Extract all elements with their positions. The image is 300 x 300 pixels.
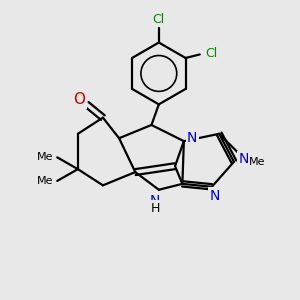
Text: N: N bbox=[149, 194, 160, 208]
Text: N: N bbox=[210, 189, 220, 202]
Text: Me: Me bbox=[37, 176, 54, 186]
Text: H: H bbox=[151, 202, 160, 214]
Text: Cl: Cl bbox=[153, 13, 165, 26]
Text: Me: Me bbox=[37, 152, 54, 162]
Text: O: O bbox=[73, 92, 85, 107]
Text: Cl: Cl bbox=[205, 47, 217, 60]
Text: N: N bbox=[238, 152, 248, 167]
Text: N: N bbox=[187, 130, 197, 145]
Text: Me: Me bbox=[249, 157, 266, 167]
